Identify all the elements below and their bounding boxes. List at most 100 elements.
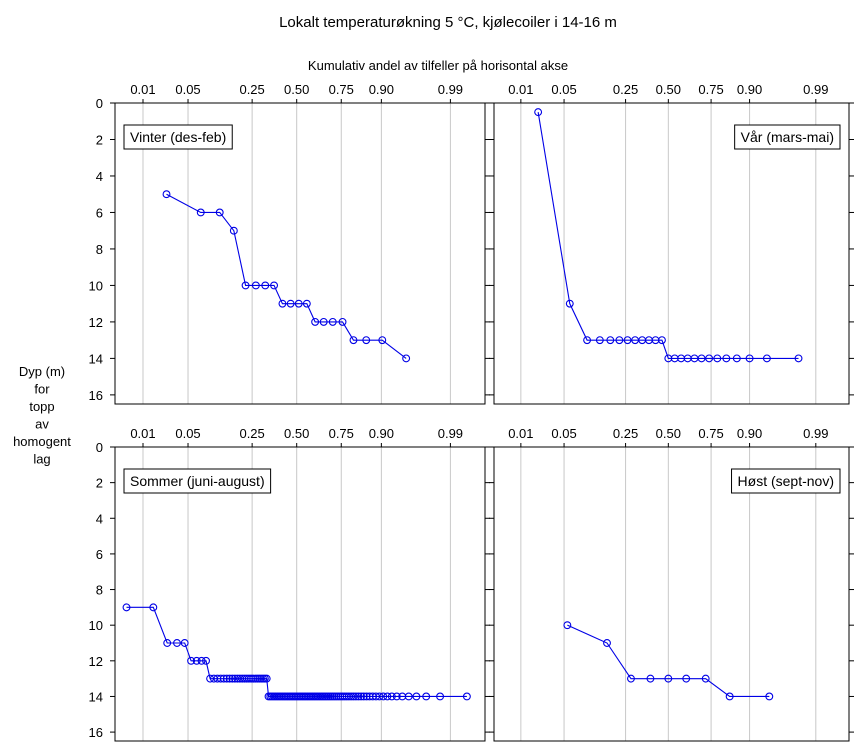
y-tick-label: 10 [89,278,103,293]
data-point [682,674,691,683]
y-axis-title-line: lag [33,452,50,467]
data-point [383,692,392,701]
x-tick-label: 0.50 [284,426,309,441]
y-tick-label: 10 [89,618,103,633]
y-axis-title-line: Dyp (m) [19,364,65,379]
data-point [286,299,295,308]
data-point [646,674,655,683]
x-tick-label: 0.75 [698,426,723,441]
x-tick-label: 0.90 [737,82,762,97]
data-point [362,692,371,701]
plot-frame [114,446,486,742]
y-axis-title-line: homogent [13,434,71,449]
y-tick-label: 14 [89,689,103,704]
x-tick-label: 0.05 [551,426,576,441]
data-point [595,336,604,345]
y-tick-label: 2 [96,132,103,147]
y-tick-label: 16 [89,388,103,403]
data-point [328,317,337,326]
data-point [565,299,574,308]
data-point [122,603,131,612]
y-tick-label: 14 [89,351,103,366]
data-point [241,281,250,290]
data-point [362,336,371,345]
data-point [180,639,189,647]
y-tick-label: 6 [96,205,103,220]
x-tick-label: 0.90 [369,82,394,97]
x-tick-label: 0.90 [737,426,762,441]
x-tick-label: 0.50 [656,82,681,97]
data-point [262,674,271,683]
panel-label-box [123,124,233,150]
data-point [402,354,411,363]
data-point [378,336,387,345]
x-tick-label: 0.90 [369,426,394,441]
data-point [563,621,572,630]
panel-label-box [734,124,841,150]
x-tick-label: 0.01 [130,426,155,441]
x-tick-label: 0.05 [551,82,576,97]
data-point [658,336,666,345]
data-point [228,674,237,683]
x-tick-label: 0.99 [438,82,463,97]
data-point [354,692,363,701]
data-point [249,674,258,683]
x-tick-label: 0.01 [508,426,533,441]
data-point [247,674,256,683]
x-tick-label: 0.25 [613,82,638,97]
data-point [713,354,722,363]
data-point [392,692,401,701]
panel-label-box [731,468,841,494]
panel-3: 0.01 0.05 0.25 0.50 0.75 0.90 0.99 0 2 4 6 8 10 12 14 1… [89,426,490,742]
panel-4: 0.01 0.05 0.25 0.50 0.75 0.90 0.99 Høst (sept-n… [489,426,854,742]
panels: 0.01 0.05 0.25 0.50 0.75 0.90 0.99 0 2 4 6 8 10 12 14 1… [89,82,854,742]
data-point [319,317,328,326]
x-axis-title: Kumulativ andel av tilfeller på horisont… [308,58,568,73]
x-tick-label: 0.99 [438,426,463,441]
x-tick-label: 0.01 [130,82,155,97]
data-point [745,354,754,363]
panel-label-box [123,468,272,494]
data-point [379,692,388,701]
data-point [462,692,471,701]
data-point [216,674,225,683]
data-point [173,639,181,647]
panel-label: Vinter (des-feb) [130,129,226,145]
x-tick-label: 0.25 [239,426,264,441]
series-line [166,193,407,359]
data-point [349,692,358,701]
y-tick-label: 12 [89,315,103,330]
panel-2: 0.01 0.05 0.25 0.50 0.75 0.90 0.99 Vår (mars-ma… [489,82,854,405]
series-line [567,624,770,698]
data-point [149,603,158,612]
panel-1: 0.01 0.05 0.25 0.50 0.75 0.90 0.99 0 2 4 6 8 10 12 14 1… [89,82,490,405]
y-tick-label: 0 [96,96,103,111]
y-tick-label: 8 [96,583,103,598]
data-point [302,299,311,308]
x-tick-label: 0.50 [284,82,309,97]
data-point [357,692,366,701]
data-point [197,656,206,665]
data-point [261,281,270,290]
data-point [225,674,234,683]
data-point [229,226,238,235]
data-point [163,639,172,647]
data-point [215,208,224,217]
data-point [351,692,360,701]
data-point [606,336,615,345]
x-tick-label: 0.99 [803,82,828,97]
data-point [583,336,592,345]
panel-label: Høst (sept-nov) [738,473,834,489]
data-point [794,354,803,363]
panel-label: Vår (mars-mai) [741,129,834,145]
data-point [701,674,710,683]
data-point [334,692,343,701]
y-tick-label: 6 [96,547,103,562]
x-tick-label: 0.75 [698,82,723,97]
data-point [294,299,303,308]
x-tick-label: 0.25 [613,426,638,441]
y-tick-label: 4 [96,511,103,526]
series-line [537,112,799,359]
data-point [187,656,196,665]
